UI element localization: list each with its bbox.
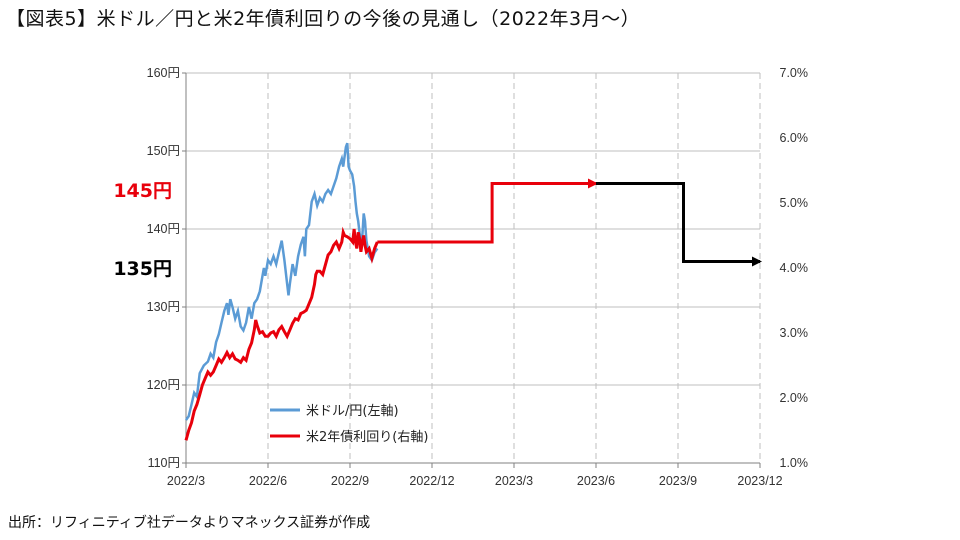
series-line-yield [184,226,379,441]
legend: 米ドル/円(左軸) 米2年債利回り(右軸) [270,404,428,445]
series-line-forecast_near [377,178,598,244]
y-left-tick-label: 130円 [147,300,180,314]
y-left-tick-label: 110円 [148,456,180,470]
y-right-tick-label: 6.0% [780,131,809,145]
y-right-tick-label: 3.0% [780,326,809,340]
x-tick-label: 2023/9 [659,474,697,488]
y-right-tick-label: 5.0% [780,196,809,210]
legend-label-yield: 米2年債利回り(右軸) [306,430,428,445]
x-tick-label: 2023/6 [577,474,615,488]
series-line-forecast_late [596,182,762,267]
y-left-tick-label: 120円 [147,378,180,392]
x-tick-label: 2022/6 [249,474,287,488]
x-tick-label: 2023/3 [495,474,533,488]
source-note: 出所：リフィニティブ社データよりマネックス証券が作成 [8,515,371,531]
legend-label-usdjpy: 米ドル/円(左軸) [306,404,399,419]
y-right-tick-label: 1.0% [780,456,809,470]
y-right-tick-label: 4.0% [780,261,809,275]
callout-145: 145円 [113,180,172,202]
callout-135: 135円 [113,258,172,280]
y-left-tick-label: 140円 [147,222,180,236]
series-lines [184,142,762,441]
y-left-tick-label: 160円 [147,66,180,80]
y-right-tick-label: 2.0% [780,391,809,405]
figure-title: 【図表5】米ドル／円と米2年債利回りの今後の見通し（2022年3月～） [6,8,641,30]
y-left-tick-label: 150円 [147,144,180,158]
y-right-tick-label: 7.0% [780,66,809,80]
callouts: 145円 135円 [113,180,172,280]
x-tick-label: 2023/12 [737,474,782,488]
series-line-usdjpy [184,142,379,421]
grid [186,72,761,463]
axes: 110円 120円 130円 140円 150円 160円 1.0% 2.0% 3.0% 4.0%… [147,66,808,488]
x-tick-label: 2022/12 [409,474,454,488]
x-tick-label: 2022/9 [331,474,369,488]
x-tick-label: 2022/3 [167,474,205,488]
